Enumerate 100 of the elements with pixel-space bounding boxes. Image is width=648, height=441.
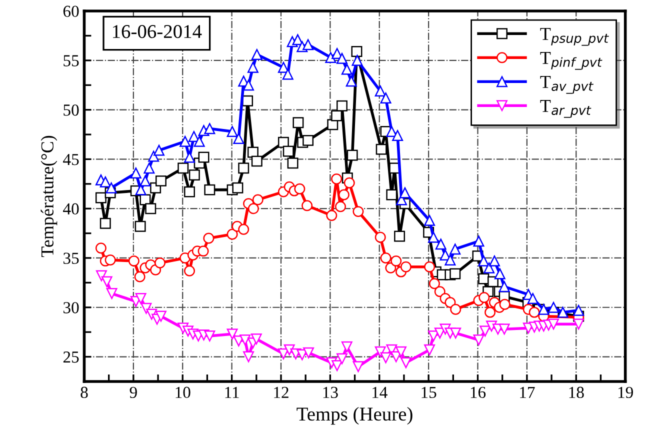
point	[400, 261, 412, 272]
point	[394, 230, 406, 242]
point	[400, 357, 412, 368]
point	[251, 156, 262, 167]
x-tick-label: 17	[520, 386, 535, 398]
x-tick-label: 9	[130, 386, 137, 398]
point	[435, 238, 446, 250]
point	[226, 126, 238, 138]
point	[178, 162, 189, 174]
point	[478, 292, 490, 303]
point	[346, 76, 357, 87]
point	[226, 328, 238, 340]
point	[278, 136, 289, 148]
point	[188, 170, 200, 180]
point	[450, 304, 462, 315]
point	[548, 302, 559, 313]
point	[144, 162, 155, 174]
point	[374, 86, 386, 97]
point	[498, 281, 510, 292]
point	[106, 182, 117, 194]
x-tick-label: 12	[274, 386, 288, 398]
point	[325, 52, 336, 63]
point	[351, 46, 362, 58]
point	[499, 298, 510, 310]
x-tick-label: 15	[422, 386, 436, 398]
point	[376, 144, 387, 155]
point	[380, 352, 392, 364]
legend-label: T$_{pinf_pvt}$	[540, 52, 602, 70]
point	[238, 162, 250, 174]
point	[204, 330, 216, 342]
point	[484, 262, 495, 274]
point	[302, 39, 314, 50]
point	[385, 262, 396, 274]
point	[392, 130, 404, 141]
point	[538, 304, 550, 315]
point	[154, 257, 166, 268]
point	[344, 177, 355, 188]
point	[243, 351, 254, 362]
y-axis-title: Température(°C)	[40, 136, 58, 258]
point	[292, 117, 304, 128]
point	[488, 255, 500, 266]
point	[155, 175, 166, 186]
point	[303, 347, 314, 358]
point	[380, 252, 392, 264]
point	[104, 254, 116, 266]
point	[338, 189, 350, 200]
point	[386, 344, 398, 356]
point	[140, 175, 151, 186]
point	[450, 268, 461, 280]
point	[527, 293, 538, 304]
point	[473, 236, 484, 247]
point	[294, 183, 306, 194]
y-tick-label: 60	[63, 6, 79, 17]
point	[194, 136, 205, 147]
point	[335, 201, 346, 212]
point	[336, 100, 348, 112]
point	[396, 346, 407, 358]
point	[134, 271, 146, 282]
point	[346, 150, 358, 161]
point	[341, 64, 352, 75]
point	[154, 144, 164, 156]
point	[287, 158, 298, 169]
point	[135, 184, 146, 196]
x-tick-label: 13	[323, 386, 338, 398]
legend-label: T$_{psup_pvt}$	[540, 28, 609, 46]
point	[450, 244, 461, 255]
point	[484, 306, 496, 318]
point	[473, 334, 484, 346]
point	[336, 52, 348, 64]
point	[380, 92, 392, 104]
point	[327, 119, 338, 130]
point	[247, 62, 258, 73]
x-tick-label: 14	[372, 386, 388, 398]
x-tick-label: 8	[80, 386, 88, 398]
x-tick-label: 16	[470, 386, 486, 398]
point	[390, 255, 402, 266]
point	[528, 306, 540, 318]
legend-label: T$_{av_pvt}$	[540, 76, 594, 94]
point	[498, 324, 510, 335]
point	[478, 255, 490, 266]
point	[145, 203, 156, 214]
point	[548, 318, 559, 330]
point	[428, 278, 440, 290]
point	[352, 361, 364, 372]
point	[336, 353, 348, 364]
point	[95, 242, 106, 254]
point	[180, 136, 191, 147]
point	[184, 265, 195, 276]
point	[106, 288, 118, 300]
y-tick-label: 45	[63, 154, 79, 166]
x-tick-label: 11	[225, 386, 239, 398]
point	[450, 328, 462, 339]
point	[424, 214, 436, 226]
point	[203, 232, 214, 244]
point	[100, 218, 111, 229]
y-tick-label: 25	[63, 352, 79, 363]
point	[386, 189, 398, 200]
point	[134, 220, 146, 232]
point	[434, 286, 446, 298]
y-tick-label: 50	[64, 104, 79, 116]
